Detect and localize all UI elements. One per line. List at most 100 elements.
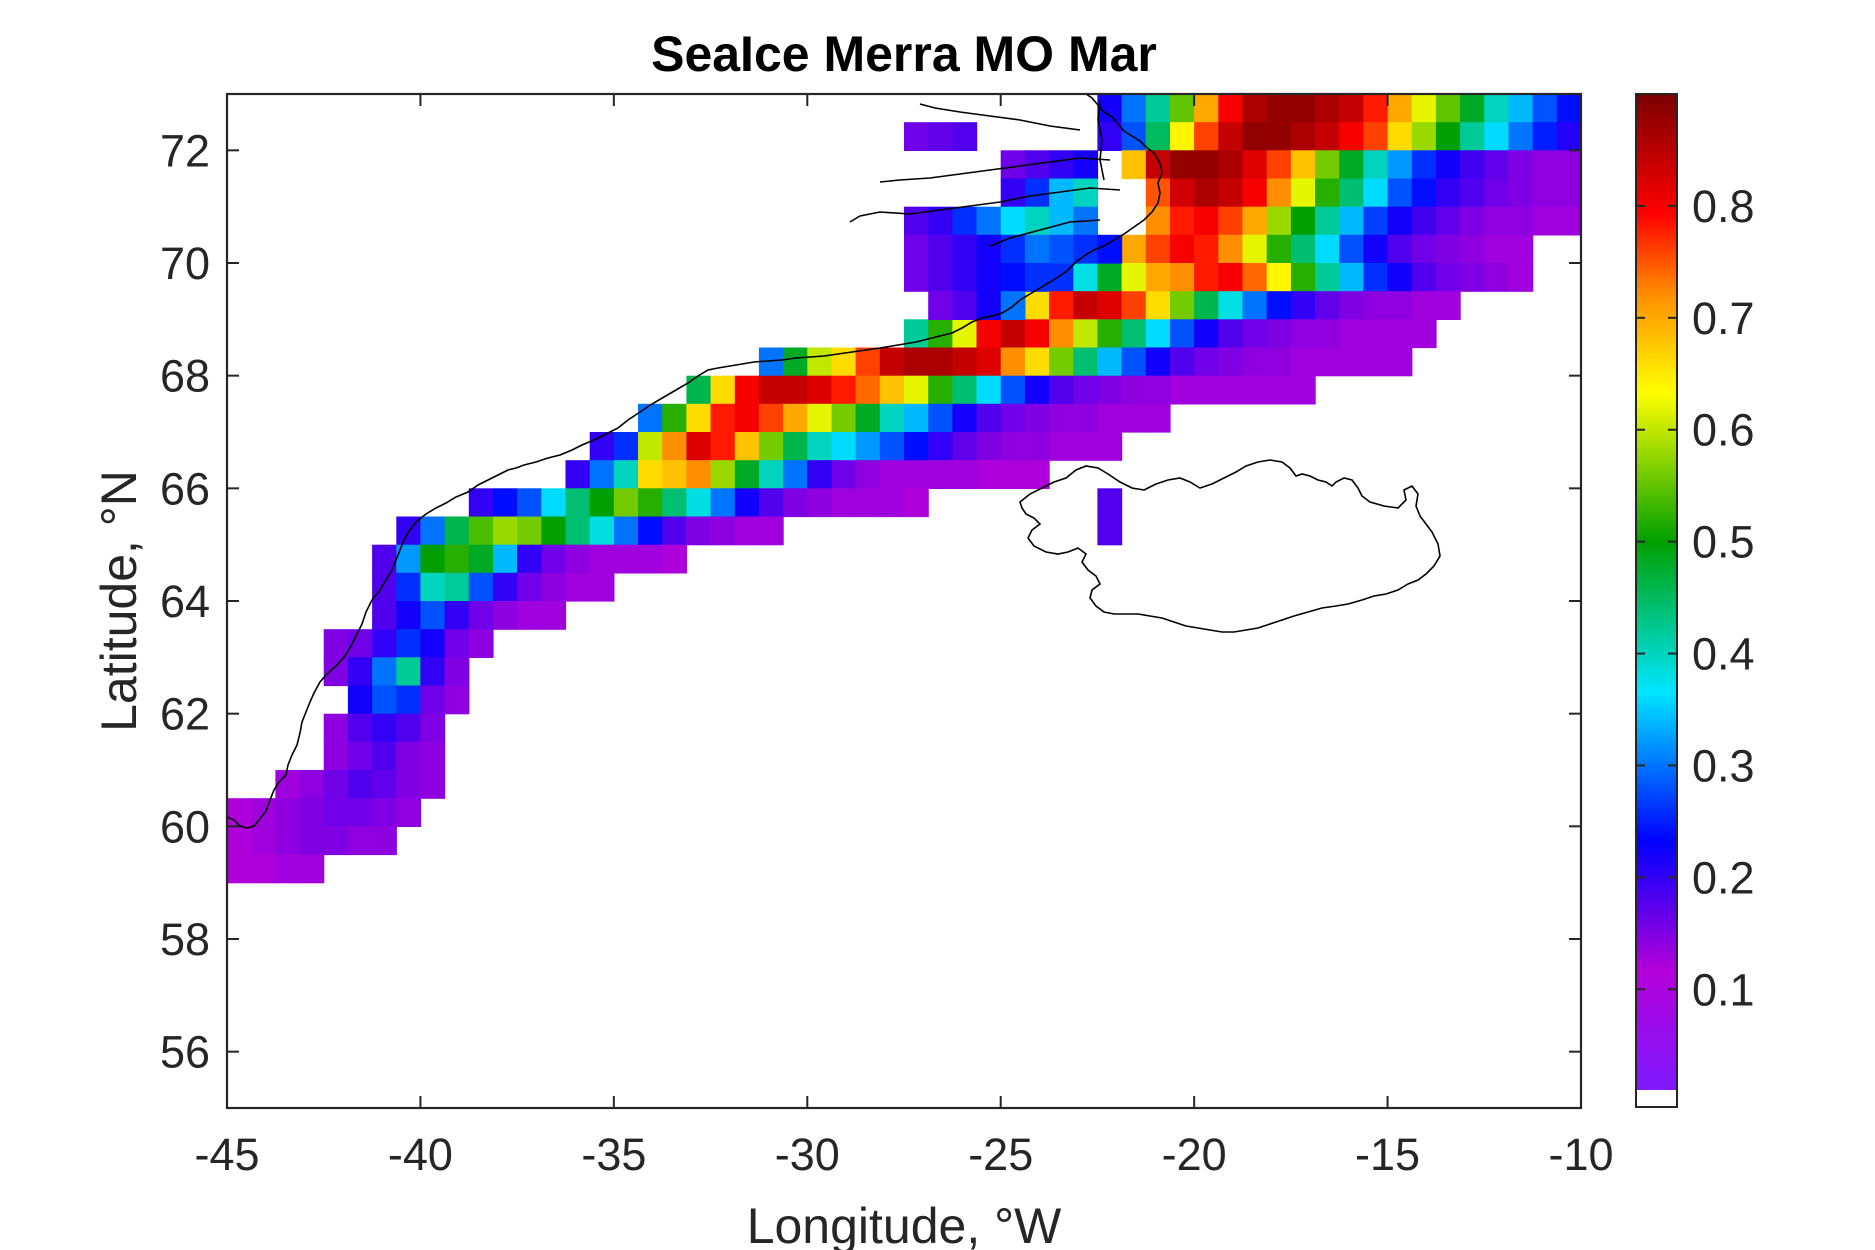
heatmap-cell <box>904 460 929 489</box>
heatmap-cell <box>1145 263 1171 292</box>
heatmap-cell <box>1411 263 1437 292</box>
heatmap-cell <box>879 432 905 461</box>
heatmap-cell <box>638 460 663 489</box>
heatmap-cell <box>493 516 518 546</box>
heatmap-cell <box>372 629 397 658</box>
heatmap-cell <box>1000 375 1026 405</box>
heatmap-cell <box>1266 150 1292 180</box>
heatmap-cell <box>541 601 567 630</box>
heatmap-cell <box>1387 234 1413 264</box>
heatmap-cell <box>1387 94 1413 123</box>
heatmap-cell <box>855 375 881 405</box>
heatmap-cell <box>1290 234 1316 264</box>
heatmap-cell <box>541 488 567 518</box>
heatmap-cell <box>976 460 1002 489</box>
heatmap-cell <box>1242 263 1268 292</box>
heatmap-cell <box>952 291 978 320</box>
heatmap-cell <box>1508 234 1534 264</box>
heatmap-cell <box>1194 150 1219 180</box>
heatmap-cell <box>565 488 591 518</box>
heatmap-cell <box>1339 206 1364 236</box>
heatmap-cell <box>976 347 1002 377</box>
heatmap-cell <box>1194 291 1219 320</box>
heatmap-cell <box>783 347 808 377</box>
heatmap-cell <box>1339 234 1364 264</box>
heatmap-cell <box>928 375 953 405</box>
heatmap-cell <box>807 403 833 433</box>
heatmap-cell <box>1218 234 1244 264</box>
heatmap-cell <box>444 601 470 630</box>
heatmap-cell <box>1049 319 1074 349</box>
heatmap-cell <box>831 375 857 405</box>
heatmap-cell <box>904 403 929 433</box>
heatmap-cell <box>1387 122 1413 151</box>
y-axis-label: Latitude, °N <box>91 470 147 732</box>
heatmap-cell <box>299 798 325 827</box>
heatmap-cell <box>1484 234 1510 264</box>
heatmap-cell <box>565 544 591 574</box>
heatmap-cell <box>1435 234 1461 264</box>
heatmap-cell <box>1339 319 1364 349</box>
heatmap-cell <box>1170 291 1195 320</box>
greenland-coastline <box>227 94 1163 829</box>
colorbar-tick-label: 0.3 <box>1692 740 1755 791</box>
heatmap-cell <box>1435 150 1461 180</box>
heatmap-cell <box>1170 347 1195 377</box>
heatmap-cell <box>396 770 422 799</box>
heatmap-cell <box>1145 94 1171 123</box>
heatmap-cell <box>1532 178 1558 208</box>
heatmap-cell <box>420 629 446 658</box>
heatmap-cell <box>1049 234 1074 264</box>
heatmap-cell <box>758 460 784 489</box>
heatmap-cell <box>976 206 1002 236</box>
heatmap-cell <box>251 854 276 884</box>
heatmap-cell <box>807 432 833 461</box>
heatmap-cell <box>1339 94 1364 123</box>
heatmap-cell <box>1290 319 1316 349</box>
colorbar-ticks: 0.1 0.2 0.3 0.4 0.5 0.6 0.7 0.8 <box>1636 181 1755 1015</box>
heatmap-cell <box>468 488 494 518</box>
heatmap-cell <box>1049 375 1074 405</box>
heatmap-cell <box>1121 234 1147 264</box>
heatmap-cell <box>613 516 639 546</box>
heatmap-cell <box>1290 94 1316 123</box>
heatmap-cell <box>1315 319 1340 349</box>
heatmap-cell <box>396 572 422 602</box>
heatmap-cell <box>372 657 397 687</box>
heatmap-cell <box>372 741 397 771</box>
heatmap-cell <box>275 770 301 799</box>
heatmap-cell <box>855 432 881 461</box>
heatmap-cell <box>1000 150 1026 180</box>
heatmap-cell <box>372 826 397 856</box>
heatmap-cell <box>662 488 687 518</box>
heatmap-cell <box>1000 206 1026 236</box>
heatmap-cell <box>613 432 639 461</box>
heatmap-cell <box>976 263 1002 292</box>
heatmap-cell <box>372 685 397 715</box>
heatmap-cell <box>686 460 712 489</box>
heatmap-cell <box>1145 234 1171 264</box>
heatmap-cell <box>1145 150 1171 180</box>
heatmap-cell <box>1605 150 1630 179</box>
heatmap-cell <box>372 572 397 602</box>
heatmap-cell <box>1121 291 1147 320</box>
colorbar-tick-label: 0.8 <box>1692 181 1755 232</box>
heatmap-cell <box>1581 122 1606 151</box>
heatmap-cell <box>1363 206 1389 236</box>
heatmap-cell <box>1363 150 1389 180</box>
heatmap-cell <box>976 375 1002 405</box>
heatmap-cell <box>831 432 857 461</box>
heatmap-cell <box>396 741 422 771</box>
heatmap-cell <box>831 460 857 489</box>
heatmap-cell <box>1290 206 1316 236</box>
heatmap-cell <box>710 460 736 489</box>
heatmap-cell <box>976 319 1002 349</box>
heatmap-cell <box>638 516 663 546</box>
heatmap-cell <box>1000 460 1026 489</box>
heatmap-cell <box>1218 375 1244 405</box>
heatmap-cell <box>517 516 542 546</box>
heatmap-cell <box>1266 206 1292 236</box>
heatmap-cell <box>468 544 494 574</box>
heatmap-cell <box>468 601 494 630</box>
heatmap-cell <box>1097 432 1123 461</box>
